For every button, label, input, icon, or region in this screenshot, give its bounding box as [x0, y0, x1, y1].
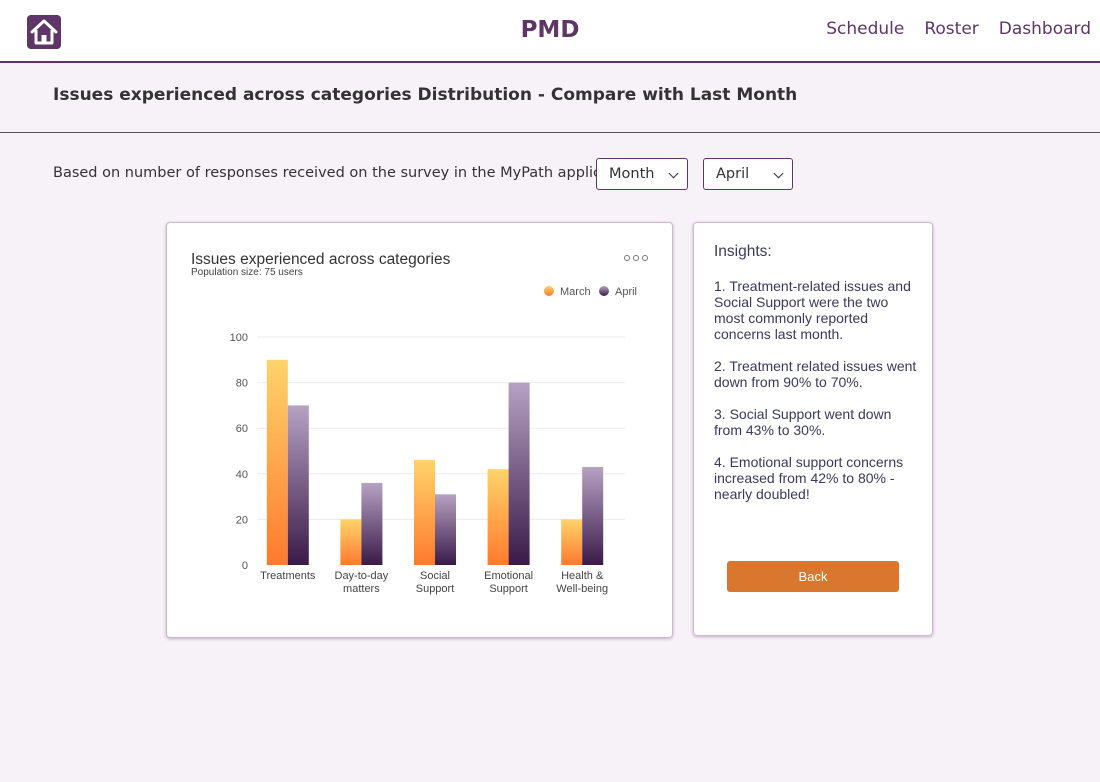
bar-march [561, 519, 583, 565]
legend-marker [544, 286, 554, 296]
nav-dashboard[interactable]: Dashboard [998, 19, 1091, 39]
y-tick-label: 60 [236, 423, 248, 435]
more-options-icon[interactable] [624, 255, 648, 261]
nav-schedule[interactable]: Schedule [826, 19, 905, 39]
bar-march [487, 469, 509, 565]
insight-item: 4. Emotional support concerns increased … [714, 454, 904, 502]
y-tick-label: 100 [230, 332, 248, 344]
y-tick-label: 40 [236, 469, 248, 481]
y-tick-label: 0 [242, 560, 248, 572]
chart-title: Issues experienced across categories [191, 251, 451, 268]
y-tick-label: 80 [236, 378, 248, 390]
x-tick-label: Support [416, 583, 455, 595]
legend-label: April [615, 286, 637, 298]
main-nav: Schedule Roster Dashboard [806, 19, 1091, 39]
chart-card: Issues experienced across categories Pop… [166, 222, 673, 638]
bar-april [287, 405, 309, 565]
bar-april [508, 382, 530, 565]
x-tick-label: Emotional [484, 570, 533, 582]
legend-label: March [560, 286, 591, 298]
x-tick-label: Well-being [556, 583, 608, 595]
bar-april [582, 466, 604, 565]
insight-item: 1. Treatment-related issues and Social S… [714, 278, 911, 342]
page-title: Issues experienced across categories Dis… [53, 85, 798, 105]
chevron-down-icon [668, 168, 679, 179]
insights-title: Insights: [714, 243, 772, 260]
x-tick-label: Support [489, 583, 528, 595]
x-tick-label: Day-to-day [335, 570, 389, 582]
filter-description: Based on number of responses received on… [53, 165, 667, 181]
back-button[interactable]: Back [727, 561, 899, 592]
page-title-bar: Issues experienced across categories Dis… [0, 63, 1100, 133]
home-icon[interactable] [27, 15, 61, 49]
insight-item: 2. Treatment related issues went down fr… [714, 358, 917, 390]
chart-subtitle: Population size: 75 users [191, 267, 303, 278]
x-tick-label: Social [420, 570, 450, 582]
chevron-down-icon [773, 168, 784, 179]
bar-march [266, 359, 288, 565]
x-tick-label: matters [343, 583, 380, 595]
x-tick-label: Health & [561, 570, 604, 582]
y-tick-label: 20 [236, 514, 248, 526]
month-select[interactable]: April [703, 158, 793, 190]
top-bar: PMD Schedule Roster Dashboard [0, 0, 1100, 63]
bar-april [435, 494, 456, 565]
bar-april [361, 482, 383, 565]
nav-roster[interactable]: Roster [924, 19, 979, 39]
x-tick-label: Treatments [260, 570, 316, 582]
bar-march [414, 460, 435, 565]
insights-card: Insights: 1. Treatment-related issues an… [693, 222, 933, 636]
bar-march [340, 519, 362, 565]
month-select-value: April [716, 166, 750, 182]
insight-item: 3. Social Support went down from 43% to … [714, 406, 892, 438]
period-select-value: Month [609, 166, 655, 182]
period-select[interactable]: Month [596, 158, 688, 190]
legend-marker [599, 286, 609, 296]
